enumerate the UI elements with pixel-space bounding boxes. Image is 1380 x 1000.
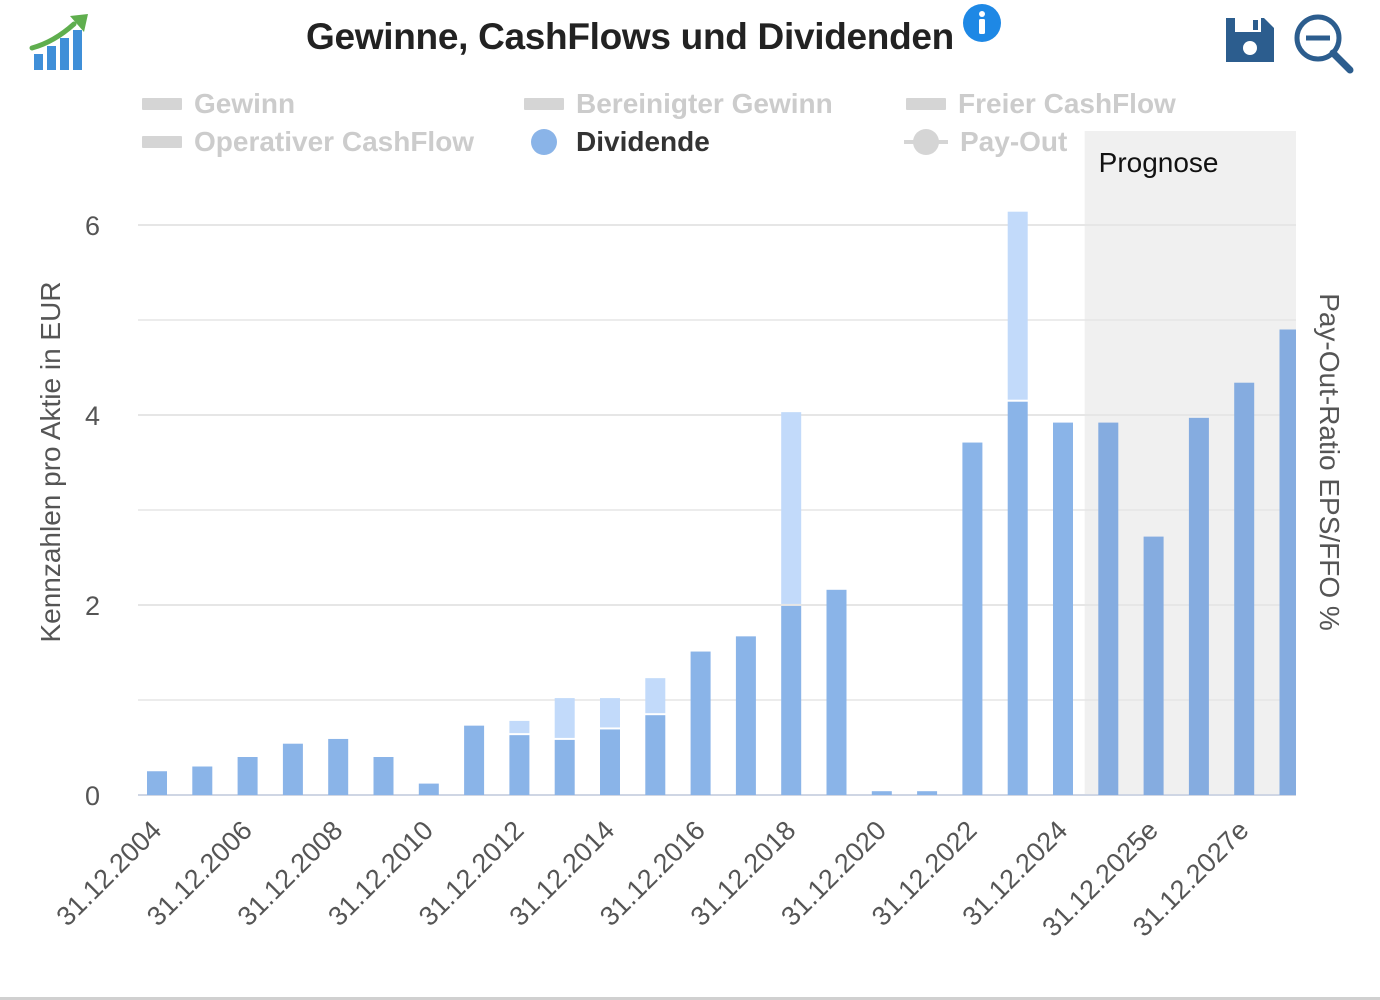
y2-axis-title: Pay-Out-Ratio EPS/FFO % bbox=[1314, 293, 1345, 631]
dividend-bar bbox=[871, 791, 892, 795]
bar-chart-growth-icon[interactable] bbox=[28, 12, 92, 72]
logo-arrow-line bbox=[29, 21, 77, 51]
dividend-bar bbox=[600, 729, 620, 795]
dividend-bar bbox=[1007, 401, 1028, 795]
legend-item-operativer-cashflow[interactable]: Operativer CashFlow bbox=[142, 124, 474, 160]
extra-bar bbox=[781, 412, 802, 604]
legend-label: Bereinigter Gewinn bbox=[576, 88, 833, 119]
dividend-bar bbox=[147, 771, 167, 795]
dividend-bar bbox=[1098, 422, 1119, 795]
legend-marker-rect bbox=[524, 98, 564, 110]
dividend-bar bbox=[192, 766, 213, 795]
logo-bar-3 bbox=[60, 38, 69, 70]
y-axis-title: Kennzahlen pro Aktie in EUR bbox=[35, 281, 66, 642]
dividend-bar bbox=[1234, 382, 1255, 795]
save-button[interactable] bbox=[1222, 14, 1278, 66]
extra-bar bbox=[600, 698, 620, 728]
legend-item-bereinigter-gewinn[interactable]: Bereinigter Gewinn bbox=[524, 86, 833, 122]
dividend-bar bbox=[418, 783, 439, 795]
extra-bar bbox=[509, 720, 530, 734]
legend-marker-rect bbox=[142, 136, 182, 148]
zoom-out-button[interactable] bbox=[1292, 12, 1356, 76]
dividend-bar bbox=[1053, 422, 1073, 795]
dividend-bar bbox=[373, 757, 394, 795]
legend-marker-circle bbox=[531, 129, 557, 155]
dividend-bar bbox=[690, 651, 711, 795]
legend-label: Operativer CashFlow bbox=[194, 126, 475, 157]
legend-marker-rect bbox=[906, 98, 946, 110]
chart-title: Gewinne, CashFlows und Dividenden bbox=[306, 16, 954, 57]
zoom-out-icon bbox=[1294, 14, 1354, 74]
y-tick-label: 4 bbox=[85, 401, 100, 431]
legend-item-freier-cashflow[interactable]: Freier CashFlow bbox=[906, 86, 1176, 122]
forecast-label: Prognose bbox=[1099, 147, 1219, 178]
dividend-bar bbox=[735, 636, 756, 795]
bottom-divider bbox=[0, 997, 1380, 1000]
dividend-bar bbox=[781, 605, 802, 795]
y-tick-label: 2 bbox=[85, 591, 100, 621]
logo-bar-2 bbox=[47, 46, 56, 70]
legend-label: Freier CashFlow bbox=[958, 88, 1176, 119]
dividend-bar bbox=[645, 715, 666, 795]
legend-label: Dividende bbox=[576, 126, 710, 157]
logo-bar-4 bbox=[73, 30, 82, 70]
legend-marker-rect bbox=[142, 98, 182, 110]
dividend-bar bbox=[1279, 329, 1296, 795]
dividend-bar bbox=[328, 738, 349, 795]
dividend-bar bbox=[1188, 417, 1209, 795]
extra-bar bbox=[554, 698, 575, 738]
y-tick-label: 6 bbox=[85, 211, 100, 241]
legend-item-pay-out[interactable]: Pay-Out bbox=[904, 124, 1067, 160]
dividend-bar bbox=[509, 735, 530, 795]
legend-label: Pay-Out bbox=[960, 126, 1068, 157]
logo-bar-1 bbox=[34, 54, 43, 70]
dividend-bar bbox=[464, 725, 485, 795]
legend-item-gewinn[interactable]: Gewinn bbox=[142, 86, 295, 122]
legend-item-dividende[interactable]: Dividende bbox=[524, 124, 710, 160]
save-disk-icon bbox=[1226, 18, 1274, 62]
dividend-bar bbox=[1143, 536, 1164, 795]
logo-arrow-head bbox=[70, 14, 88, 32]
y-tick-label: 0 bbox=[85, 781, 100, 811]
extra-bar bbox=[645, 678, 666, 714]
dividend-bar bbox=[554, 739, 575, 795]
info-icon[interactable] bbox=[962, 3, 1002, 43]
legend-marker-line bbox=[904, 129, 948, 155]
legend-label: Gewinn bbox=[194, 88, 296, 119]
dividend-bar bbox=[826, 589, 847, 795]
dividend-bar bbox=[962, 442, 983, 795]
dividend-bar bbox=[237, 757, 258, 795]
dividend-bar bbox=[917, 791, 938, 795]
dividend-bar bbox=[282, 743, 303, 795]
extra-bar bbox=[1007, 211, 1028, 400]
